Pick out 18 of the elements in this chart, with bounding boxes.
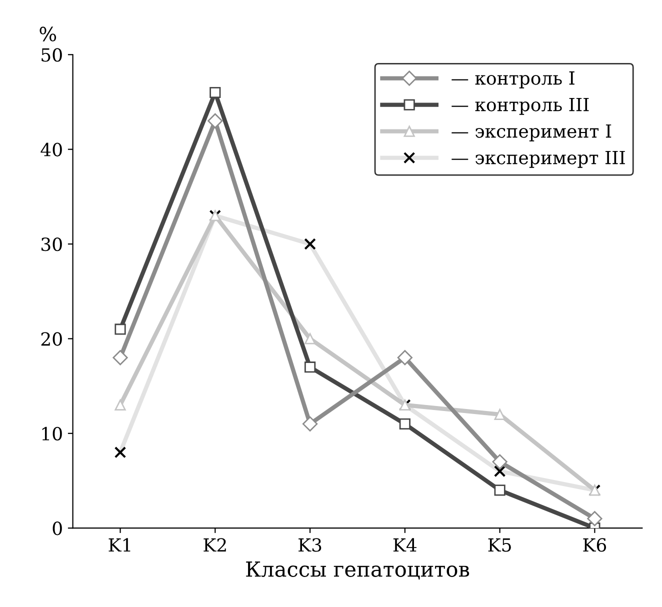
legend-label: — эксперимерт III (452, 150, 625, 168)
legend-label: — эксперимент I (452, 124, 612, 142)
x-tick-label: K2 (204, 538, 226, 552)
y-axis-title: % (40, 26, 56, 42)
x-tick-label: K5 (488, 538, 511, 552)
y-tick-label: 0 (52, 522, 62, 536)
y-tick-label: 30 (42, 237, 62, 252)
x-tick-label: K1 (108, 538, 130, 552)
y-tick-label: 10 (42, 426, 62, 441)
x-tick-label: K6 (583, 538, 606, 552)
y-tick-label: 20 (41, 332, 62, 346)
x-axis-title: Классы гепатоцитов (246, 561, 470, 580)
y-tick-label: 40 (40, 142, 62, 156)
legend-label: — контроль III (452, 98, 589, 115)
y-tick-label: 50 (42, 48, 62, 62)
legend-label: — контроль I (452, 71, 574, 88)
x-tick-label: K3 (298, 538, 322, 552)
x-tick-label: K4 (393, 538, 417, 552)
